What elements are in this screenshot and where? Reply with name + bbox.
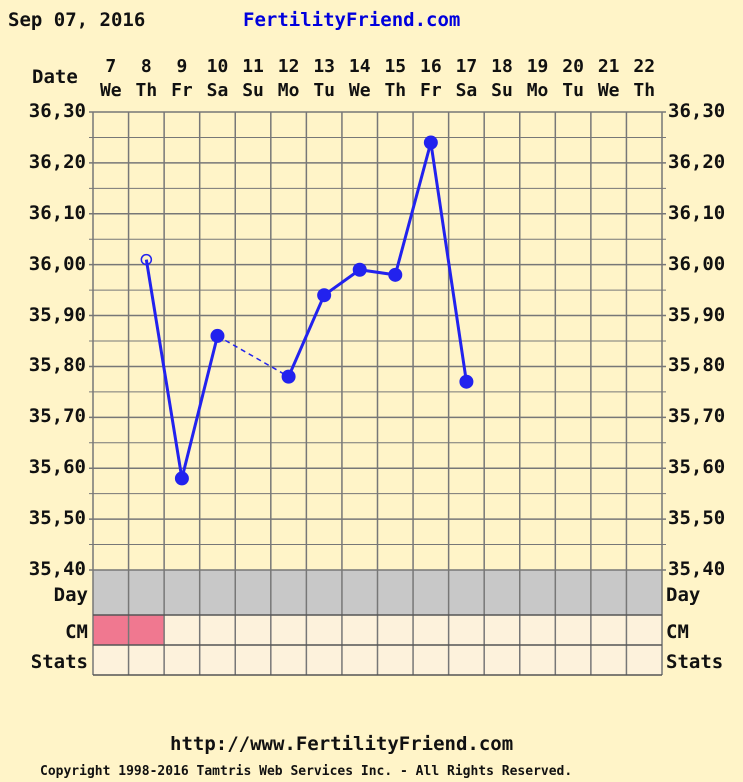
- weekday-label: Fr: [171, 80, 193, 101]
- y-tick-left: 35,90: [28, 303, 86, 326]
- weekday-label: We: [99, 80, 122, 101]
- weekday-label: Mo: [526, 80, 549, 101]
- temp-point: [352, 262, 367, 277]
- temp-point: [388, 267, 403, 282]
- temp-point: [423, 135, 438, 150]
- y-tick-right: 36,20: [668, 150, 726, 173]
- date-label: 22: [633, 56, 656, 77]
- temp-point-open: [140, 253, 153, 266]
- stats-row-label: Stats: [30, 651, 88, 673]
- temp-point: [317, 288, 332, 303]
- y-tick-right: 35,60: [668, 456, 726, 479]
- date-label: 10: [206, 56, 229, 77]
- temp-point: [459, 374, 474, 389]
- weekday-label: Sa: [455, 80, 478, 101]
- y-tick-left: 35,60: [28, 456, 86, 479]
- temp-line: [180, 335, 219, 479]
- weekday-label: Su: [491, 80, 513, 101]
- weekday-label: Tu: [562, 80, 584, 101]
- day-row-label: Day: [53, 584, 88, 606]
- weekday-label: We: [597, 80, 620, 101]
- y-tick-right: 35,70: [668, 405, 726, 428]
- temp-line-dashed: [217, 335, 289, 378]
- cm-row-label-right: CM: [666, 621, 689, 643]
- date-label: 13: [313, 56, 335, 77]
- date-row-label: Date: [32, 66, 78, 88]
- stats-row-label-right: Stats: [666, 651, 724, 673]
- date-label: 9: [176, 56, 188, 77]
- date-label: 12: [277, 56, 300, 77]
- weekday-label: Th: [384, 80, 407, 101]
- date-label: 19: [526, 56, 549, 77]
- temp-point: [210, 328, 225, 343]
- date-label: 20: [562, 56, 584, 77]
- cm-row-label: CM: [65, 621, 88, 643]
- y-tick-right: 36,30: [668, 100, 726, 122]
- date-label: 16: [420, 56, 442, 77]
- y-tick-left: 35,80: [28, 354, 86, 377]
- date-label: 21: [597, 56, 620, 77]
- temp-point: [174, 471, 189, 486]
- date-label: 18: [491, 56, 513, 77]
- temp-line: [323, 268, 361, 297]
- date-label: 11: [242, 56, 264, 77]
- day-row-label-right: Day: [666, 584, 701, 606]
- weekday-label: Su: [242, 80, 264, 101]
- date-label: 8: [140, 56, 152, 77]
- weekday-label: Th: [633, 80, 656, 101]
- y-tick-left: 36,10: [28, 201, 86, 224]
- y-tick-right: 35,50: [668, 507, 726, 530]
- weekday-label: Th: [135, 80, 158, 101]
- temp-line: [144, 259, 184, 479]
- footer-url[interactable]: http://www.FertilityFriend.com: [170, 733, 514, 755]
- temp-line: [393, 142, 433, 276]
- cm-cell-marked: [93, 615, 129, 645]
- temp-line: [287, 294, 326, 378]
- weekday-label: Tu: [313, 80, 335, 101]
- date-label: 15: [384, 56, 407, 77]
- y-tick-left: 36,30: [28, 100, 86, 122]
- chart-date: Sep 07, 2016: [8, 9, 146, 31]
- temp-line: [429, 142, 468, 382]
- y-tick-right: 35,90: [668, 303, 726, 326]
- date-label: 7: [105, 56, 117, 77]
- site-link[interactable]: FertilityFriend.com: [243, 9, 461, 31]
- y-tick-right: 35,80: [668, 354, 726, 377]
- weekday-label: Fr: [420, 80, 442, 101]
- cm-cell-marked: [128, 615, 165, 645]
- weekday-label: Mo: [277, 80, 300, 101]
- y-tick-left: 36,00: [28, 252, 86, 275]
- date-label: 14: [348, 56, 371, 77]
- weekday-label: We: [348, 80, 371, 101]
- y-tick-left: 35,50: [28, 507, 86, 530]
- temp-point: [281, 369, 296, 384]
- y-tick-left: 36,20: [28, 150, 86, 173]
- copyright: Copyright 1998-2016 Tamtris Web Services…: [40, 764, 573, 779]
- date-label: 17: [455, 56, 478, 77]
- y-tick-left: 35,70: [28, 405, 86, 428]
- y-tick-right: 36,00: [668, 252, 726, 275]
- y-tick-left: 35,40: [28, 558, 86, 580]
- y-tick-right: 36,10: [668, 201, 726, 224]
- y-tick-right: 35,40: [668, 558, 726, 580]
- weekday-label: Sa: [206, 80, 229, 101]
